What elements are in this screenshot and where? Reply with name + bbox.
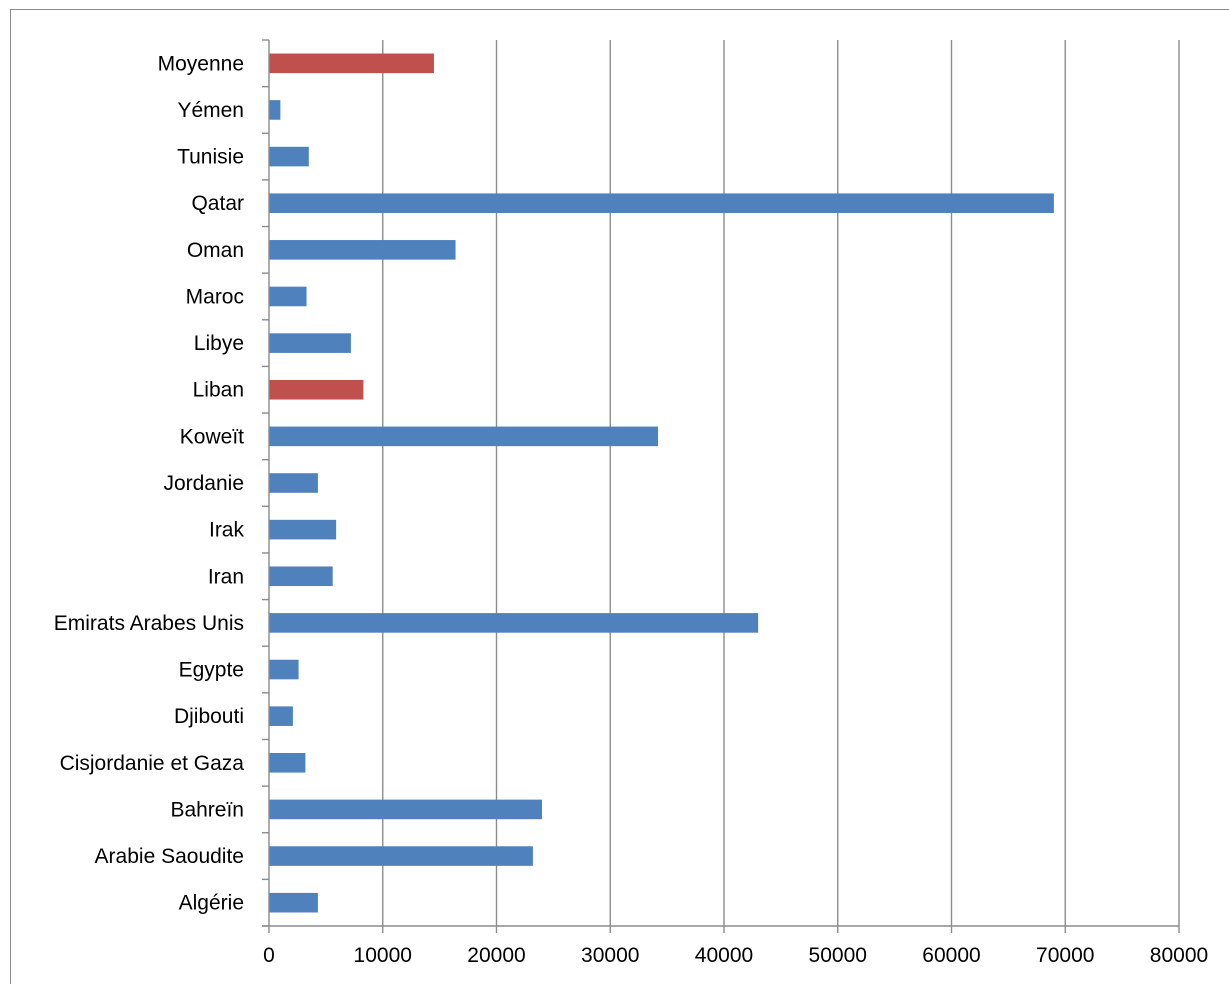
x-tick-label: 70000	[1036, 944, 1094, 967]
category-label: Bahreïn	[170, 798, 244, 821]
category-label: Djibouti	[174, 705, 244, 728]
bar-1	[269, 846, 533, 866]
bar-14	[269, 240, 456, 260]
x-tick-label: 0	[263, 944, 275, 967]
chart-frame: 0 10000 20000 30000 40000 50000 60000 70000 8000…	[10, 9, 1229, 984]
category-label: Irak	[209, 519, 245, 542]
category-label: Moyenne	[158, 52, 244, 75]
category-label: Qatar	[191, 192, 244, 215]
category-label: Algérie	[179, 892, 244, 915]
category-label: Libye	[194, 332, 244, 355]
bar-12	[269, 333, 351, 353]
bar-15	[269, 193, 1054, 214]
axes	[262, 39, 1180, 933]
bar-13	[269, 286, 307, 307]
category-label: Emirats Arabes Unis	[54, 612, 244, 635]
x-tick-label: 30000	[581, 944, 639, 967]
bar-17	[269, 100, 281, 120]
x-tick-label: 40000	[695, 944, 753, 967]
bar-9	[269, 473, 318, 493]
bar-7	[269, 566, 333, 587]
bar-11	[269, 379, 364, 400]
bar-16	[269, 146, 309, 167]
x-tick-label: 50000	[809, 944, 867, 967]
category-label: Oman	[187, 239, 244, 262]
category-label: Maroc	[186, 285, 244, 308]
bar-3	[269, 752, 306, 773]
category-label: Yémen	[177, 99, 244, 122]
bar-6	[269, 613, 759, 633]
category-label: Tunisie	[177, 146, 244, 169]
category-label: Arabie Saoudite	[95, 845, 244, 868]
labels: 0 10000 20000 30000 40000 50000 60000 70000 8000…	[54, 52, 1208, 967]
category-label: Koweït	[180, 425, 244, 448]
bar-4	[269, 706, 293, 726]
bars	[269, 53, 1054, 913]
x-tick-label: 20000	[467, 944, 525, 967]
category-label: Liban	[193, 379, 244, 402]
x-tick-label: 10000	[354, 944, 412, 967]
category-label: Cisjordanie et Gaza	[60, 752, 245, 775]
bar-5	[269, 659, 299, 680]
bar-2	[269, 799, 542, 820]
x-tick-label: 60000	[922, 944, 980, 967]
bar-0	[269, 892, 318, 913]
bar-18	[269, 53, 434, 74]
category-label: Iran	[208, 565, 244, 588]
x-tick-label: 80000	[1150, 944, 1208, 967]
category-label: Jordanie	[163, 472, 244, 495]
bar-10	[269, 426, 659, 447]
bar-chart: 0 10000 20000 30000 40000 50000 60000 70000 8000…	[54, 39, 1208, 967]
category-label: Egypte	[179, 659, 244, 682]
gridlines	[382, 40, 1180, 926]
bar-8	[269, 519, 337, 540]
